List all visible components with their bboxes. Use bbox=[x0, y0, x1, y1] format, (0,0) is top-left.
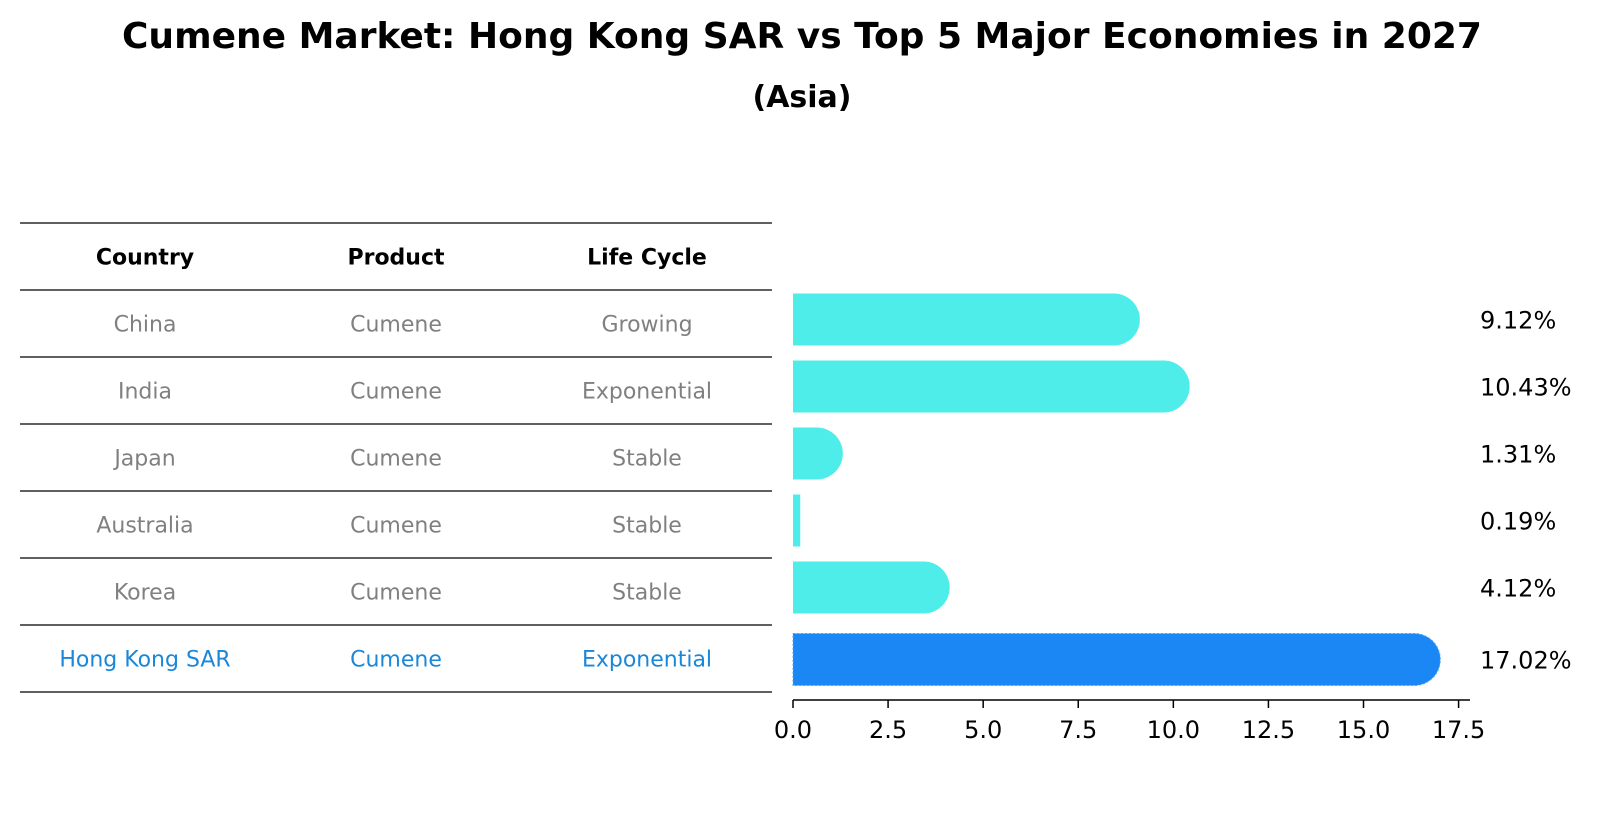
x-tick-label: 10.0 bbox=[1147, 716, 1200, 744]
x-tick-label: 15.0 bbox=[1337, 716, 1390, 744]
chart-title: Cumene Market: Hong Kong SAR vs Top 5 Ma… bbox=[122, 16, 1482, 57]
table-cell-product-korea: Cumene bbox=[350, 581, 442, 606]
x-axis: 0.0 2.5 5.0 7.5 10.0 12.5 15.0 17.5 bbox=[774, 699, 1485, 744]
table-header-country: Country bbox=[96, 246, 194, 271]
bar-hong-kong-sar bbox=[792, 633, 1441, 686]
x-tick-label: 2.5 bbox=[869, 716, 907, 744]
value-label-korea: 4.12% bbox=[1480, 575, 1556, 603]
table-cell-life-cycle-australia: Stable bbox=[612, 514, 682, 539]
value-label-india: 10.43% bbox=[1480, 374, 1572, 402]
table-cell-product-australia: Cumene bbox=[350, 514, 442, 539]
table-cell-country-india: India bbox=[118, 380, 172, 405]
bar-japan bbox=[793, 427, 843, 480]
table-cell-life-cycle-korea: Stable bbox=[612, 581, 682, 606]
value-label-australia: 0.19% bbox=[1480, 508, 1556, 536]
table-header-life-cycle: Life Cycle bbox=[587, 246, 707, 271]
table-cell-country-korea: Korea bbox=[114, 581, 176, 606]
table-cell-country-china: China bbox=[114, 313, 177, 338]
table-cell-country-hong-kong-sar: Hong Kong SAR bbox=[59, 648, 230, 673]
table-cell-product-japan: Cumene bbox=[350, 447, 442, 472]
x-tick-label: 17.5 bbox=[1432, 716, 1485, 744]
table-cell-product-india: Cumene bbox=[350, 380, 442, 405]
value-label-china: 9.12% bbox=[1480, 307, 1556, 335]
data-table: Country Product Life Cycle China Cumene Gr… bbox=[20, 222, 772, 693]
table-cell-life-cycle-india: Exponential bbox=[582, 380, 712, 405]
table-header-product: Product bbox=[347, 246, 445, 271]
x-tick-label: 7.5 bbox=[1059, 716, 1097, 744]
table-cell-country-japan: Japan bbox=[112, 447, 175, 472]
table-cell-country-australia: Australia bbox=[96, 514, 193, 539]
chart-subtitle: (Asia) bbox=[752, 80, 852, 115]
table-cell-life-cycle-japan: Stable bbox=[612, 447, 682, 472]
bar-india bbox=[793, 360, 1190, 413]
table-cell-product-china: Cumene bbox=[350, 313, 442, 338]
x-tick-label: 12.5 bbox=[1242, 716, 1295, 744]
value-label-japan: 1.31% bbox=[1480, 441, 1556, 469]
table-cell-product-hong-kong-sar: Cumene bbox=[350, 648, 442, 673]
x-tick-label: 5.0 bbox=[964, 716, 1002, 744]
bar-series: 9.12% 10.43% 1.31% 0.19% 4.12% 17.02% bbox=[792, 293, 1572, 686]
bar-korea bbox=[793, 561, 950, 614]
value-label-hong-kong-sar: 17.02% bbox=[1480, 647, 1572, 675]
bar-china bbox=[793, 293, 1140, 346]
table-cell-life-cycle-hong-kong-sar: Exponential bbox=[582, 648, 712, 673]
x-tick-label: 0.0 bbox=[774, 716, 812, 744]
bar-australia bbox=[793, 494, 801, 547]
table-cell-life-cycle-china: Growing bbox=[601, 313, 692, 338]
